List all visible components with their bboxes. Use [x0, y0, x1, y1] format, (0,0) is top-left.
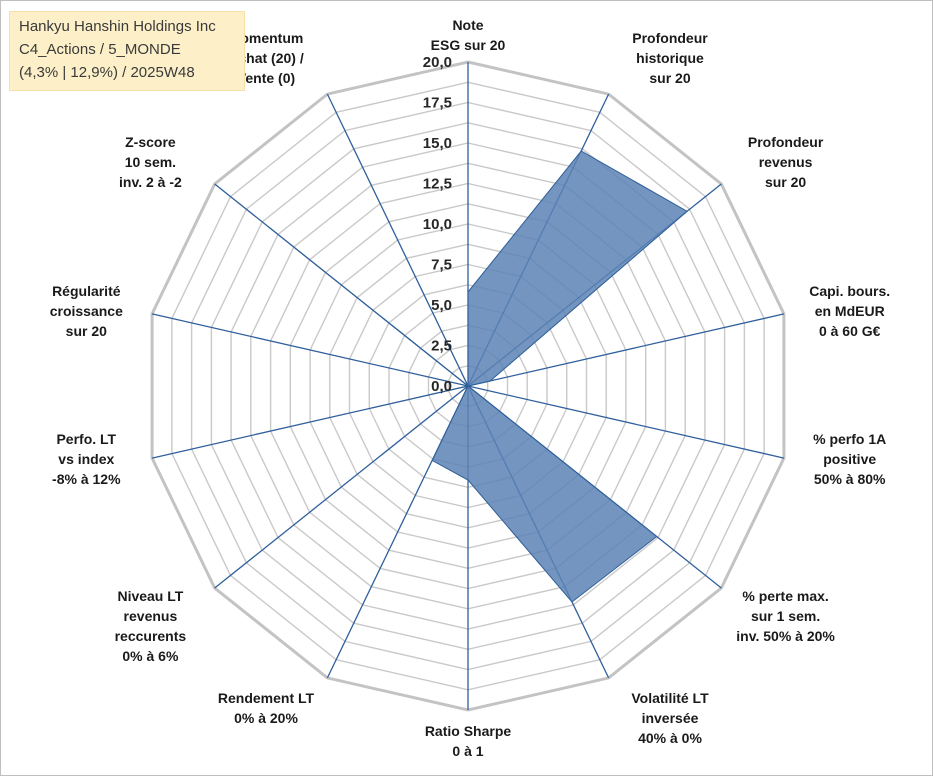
axis-label: % perte max. sur 1 sem. inv. 50% à 20% [736, 588, 835, 644]
radar-spoke [151, 313, 469, 387]
axis-label: Note ESG sur 20 [431, 17, 506, 53]
radar-spoke [214, 385, 469, 589]
radar-tick-labels: 0,0 2,5 5,0 7,5 10,0 12,5 15,0 17,5 20,0 [423, 54, 452, 395]
radial-tick-label: 10,0 [423, 216, 452, 233]
radial-tick-label: 15,0 [423, 135, 452, 152]
chart-subtitle-category: C4_Actions / 5_MONDE [19, 41, 181, 58]
axis-label: Régularité croissance sur 20 [50, 283, 123, 339]
chart-subtitle-period: (4,3% | 12,9%) / 2025W48 [19, 64, 195, 81]
axis-label: Rendement LT 0% à 20% [218, 690, 315, 726]
chart-title-box: Hankyu Hanshin Holdings Inc C4_Actions /… [9, 11, 245, 91]
axis-label: Profondeur historique sur 20 [632, 30, 708, 86]
radial-tick-label: 5,0 [431, 297, 452, 314]
axis-label: Z-score 10 sem. inv. 2 à -2 [119, 134, 182, 190]
radial-tick-label: 12,5 [423, 176, 452, 193]
axis-label: Profondeur revenus sur 20 [748, 134, 824, 190]
radial-tick-label: 20,0 [423, 54, 452, 71]
axis-label: Ratio Sharpe 0 à 1 [425, 723, 512, 759]
radar-spoke [467, 313, 785, 387]
radar-series [267, 150, 688, 603]
radar-axis-labels: Note ESG sur 20 Profondeur historique sur 20… [50, 17, 890, 759]
radial-tick-label: 2,5 [431, 338, 452, 355]
radial-tick-label: 0,0 [431, 378, 452, 395]
axis-label: Volatilité LT inversée 40% à 0% [631, 690, 709, 746]
series-area [267, 150, 688, 603]
radial-tick-label: 17,5 [423, 95, 452, 112]
axis-label: Momentum Achat (20) / Vente (0) [228, 30, 304, 86]
radar-spoke [326, 93, 469, 387]
axis-label: Perfo. LT vs index -8% à 12% [52, 431, 121, 487]
axis-label: Capi. bours. en MdEUR 0 à 60 G€ [809, 283, 890, 339]
axis-label: % perfo 1A positive 50% à 80% [813, 431, 886, 487]
chart-title: Hankyu Hanshin Holdings Inc [19, 18, 216, 35]
radar-spoke [467, 385, 785, 459]
radial-tick-label: 7,5 [431, 257, 452, 274]
axis-label: Niveau LT revenus reccurents 0% à 6% [115, 588, 187, 664]
